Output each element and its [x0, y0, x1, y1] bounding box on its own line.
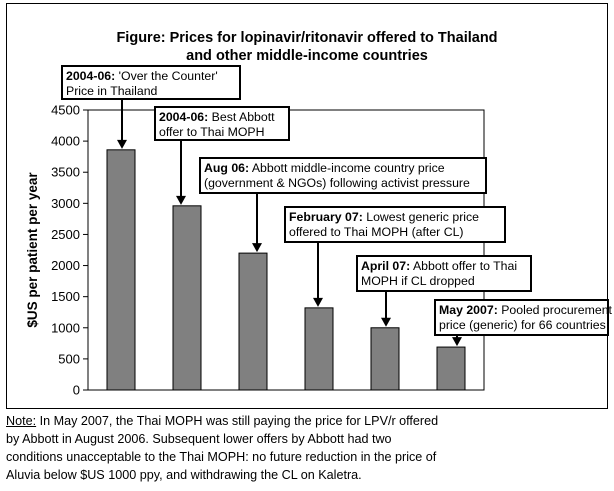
- annotation-text: Abbott offer to Thai: [410, 259, 517, 273]
- annotation-box: [284, 206, 506, 243]
- annotation-box: [61, 65, 241, 100]
- annotation-box: [434, 299, 609, 336]
- annotation-line-1: May 2007: Pooled procurement: [439, 303, 613, 317]
- annotation-bold-label: 2004-06:: [159, 110, 208, 124]
- y-tick-label: 3000: [51, 196, 80, 211]
- bar-chart: 0 500 1000 1500 2000 2500 3000 3500 4000 4500 $US …: [25, 65, 613, 398]
- annotation-line-2: offered to Thai MOPH (after CL): [289, 225, 464, 239]
- annotation-text: Best Abbott: [208, 110, 275, 124]
- annotation-text: Lowest generic price: [363, 210, 479, 224]
- y-tick-label: 3500: [51, 165, 80, 180]
- note-line-4: Aluvia below $US 1000 ppy, and withdrawi…: [6, 468, 362, 482]
- annotation-bold-label: April 07:: [361, 259, 410, 273]
- y-tick-label: 2500: [51, 227, 80, 242]
- annotation-bold-label: May 2007:: [439, 303, 498, 317]
- bar: [304, 307, 334, 391]
- annotation-line-1: April 07: Abbott offer to Thai: [361, 259, 517, 273]
- annotation-bold-label: 2004-06:: [66, 69, 115, 83]
- bar: [238, 252, 268, 391]
- chart-title-line-1: Figure: Prices for lopinavir/ritonavir o…: [116, 30, 498, 46]
- annotation-text: Abbott middle-income country price: [249, 161, 445, 175]
- annotation-text: 'Over the Counter': [115, 69, 217, 83]
- annotation-arrowhead: [117, 139, 127, 149]
- y-tick-label: 0: [73, 383, 80, 398]
- bar: [436, 346, 466, 391]
- annotation-arrowhead: [176, 195, 186, 205]
- bar: [106, 149, 136, 391]
- annotation-arrowhead: [252, 243, 262, 253]
- annotation-line-2: offer to Thai MOPH: [159, 125, 264, 139]
- annotation-line-2: MOPH if CL dropped: [361, 274, 475, 288]
- y-tick-label: 1500: [51, 289, 80, 304]
- annotation-arrowhead: [381, 317, 391, 327]
- bar: [370, 327, 400, 391]
- annotation-bold-label: Aug 06:: [204, 161, 249, 175]
- annotation-box: [199, 157, 487, 194]
- annotation-line-1: 2004-06: 'Over the Counter': [66, 69, 218, 83]
- annotation-box: [356, 255, 532, 292]
- y-tick-label: 4500: [51, 103, 80, 118]
- annotation-line-1: Aug 06: Abbott middle-income country pri…: [204, 161, 445, 175]
- note-line-1: Note: In May 2007, the Thai MOPH was sti…: [6, 414, 438, 429]
- y-tick-label: 500: [58, 351, 80, 366]
- annotation-line-2: Price in Thailand: [66, 84, 158, 98]
- y-tick-label: 1000: [51, 320, 80, 335]
- annotation-box: [154, 106, 290, 141]
- note-line-1-text: In May 2007, the Thai MOPH was still pay…: [36, 414, 439, 428]
- annotation-arrowhead: [452, 337, 462, 347]
- note-line-2: by Abbott in August 2006. Subsequent low…: [6, 432, 392, 446]
- note-line-3: conditions unacceptable to the Thai MOPH…: [6, 450, 437, 464]
- annotation-arrowhead: [313, 297, 323, 307]
- annotation-line-1: 2004-06: Best Abbott: [159, 110, 275, 124]
- y-tick-label: 4000: [51, 134, 80, 149]
- y-axis-label: $US per patient per year: [25, 172, 40, 328]
- note-label: Note:: [6, 414, 37, 428]
- annotation-bold-label: February 07:: [289, 210, 363, 224]
- annotation-line-2: (government & NGOs) following activist p…: [204, 176, 470, 190]
- y-tick-label: 2000: [51, 258, 80, 273]
- plot-area-frame: [87, 109, 485, 391]
- bar: [172, 205, 202, 391]
- annotation-text: Pooled procurement: [498, 303, 613, 317]
- annotation-line-1: February 07: Lowest generic price: [289, 210, 479, 224]
- chart-title-line-2: and other middle-income countries: [186, 48, 428, 64]
- annotation-line-2: price (generic) for 66 countries: [439, 318, 606, 332]
